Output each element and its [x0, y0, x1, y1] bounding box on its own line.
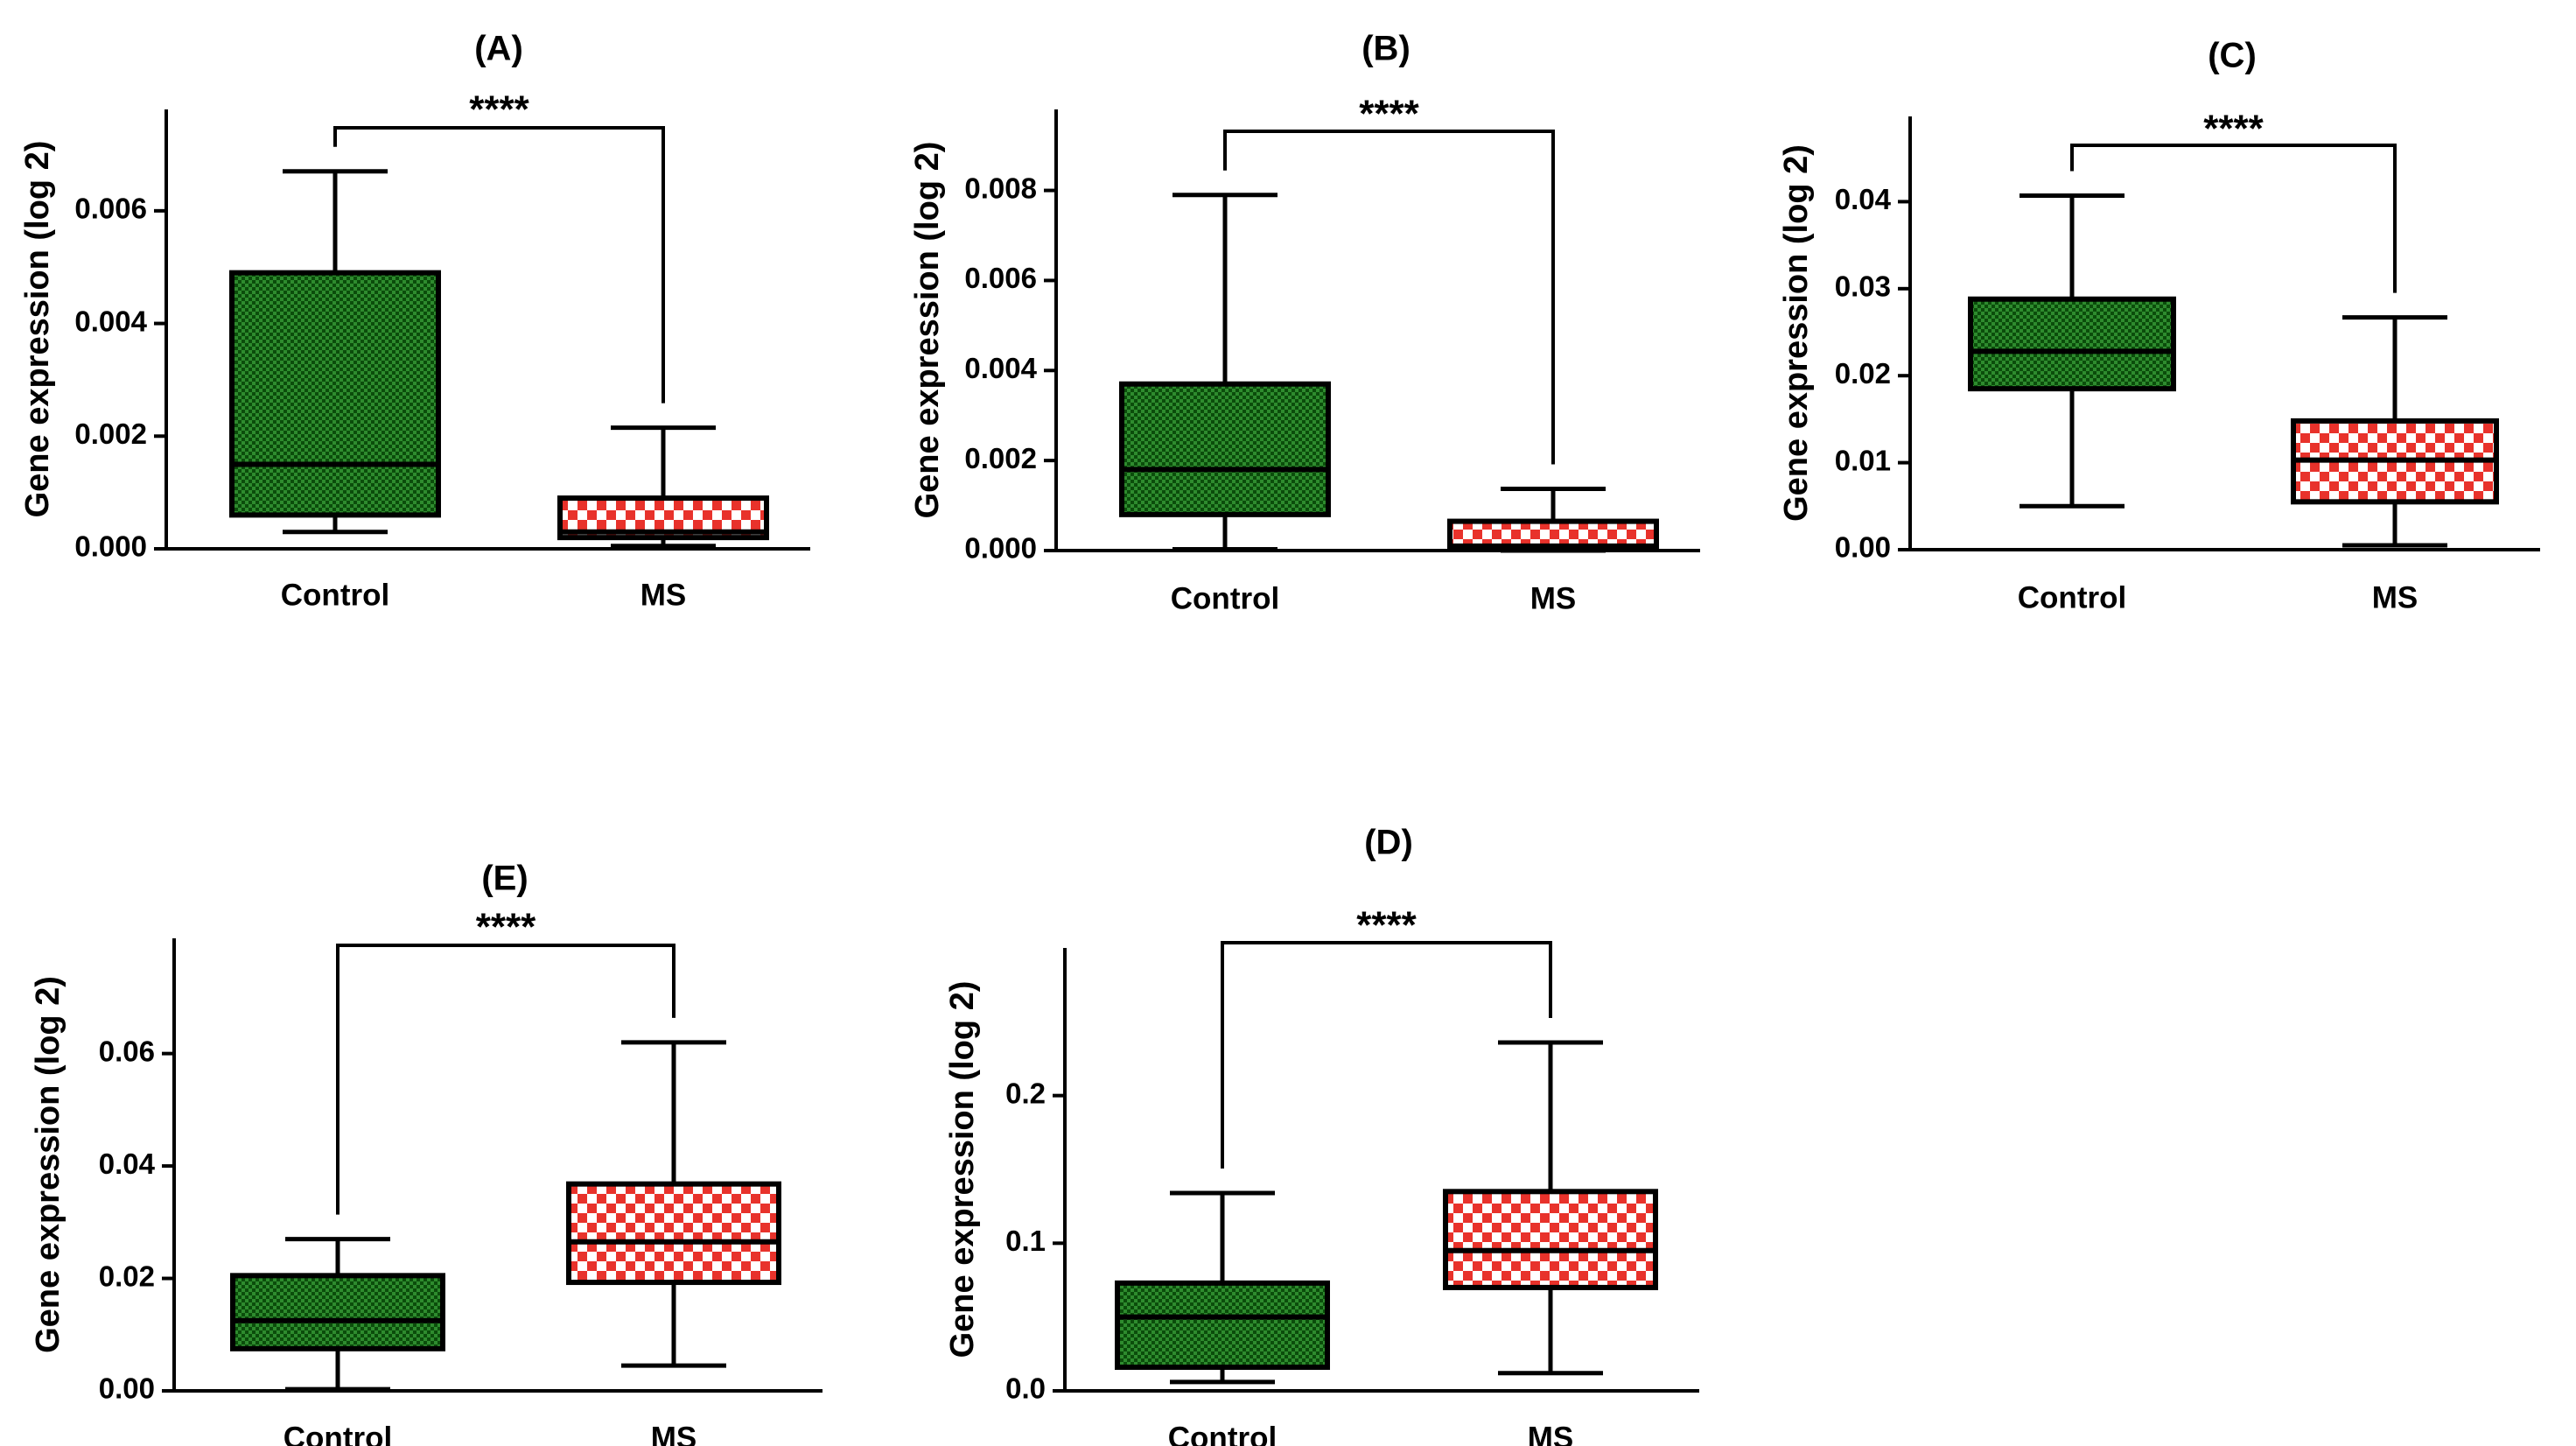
- y-tick-label: 0.02: [99, 1260, 155, 1292]
- x-tick-label-control: Control: [281, 578, 389, 612]
- y-tick-label: 0.00: [1835, 531, 1891, 564]
- y-axis-label: Gene expression (log 2): [19, 141, 56, 518]
- y-tick-label: 0.000: [964, 532, 1037, 565]
- box-ms: [557, 425, 769, 549]
- significance-bracket: [333, 126, 665, 404]
- panel-title: (B): [1362, 30, 1410, 68]
- iqr-box: [230, 1273, 445, 1351]
- x-tick-label-ms: MS: [1528, 1421, 1574, 1446]
- significance-bracket: [1221, 941, 1552, 1169]
- significance-bracket: [2070, 144, 2397, 293]
- iqr-box: [1443, 1189, 1658, 1290]
- y-axis-label: Gene expression (log 2): [30, 976, 66, 1353]
- y-tick-label: 0.02: [1835, 357, 1891, 390]
- y-tick-label: 0.04: [1835, 183, 1892, 215]
- y-tick-label: 0.004: [74, 305, 147, 337]
- y-tick-label: 0.1: [1005, 1225, 1046, 1257]
- significance-stars: ****: [1356, 904, 1417, 947]
- box-control: [1968, 193, 2176, 509]
- panel-d: (D) Gene expression (log 2) 0.0 0.1 0.2 Contr…: [944, 824, 1699, 1446]
- significance-stars: ****: [476, 906, 536, 949]
- box-control: [1119, 193, 1331, 551]
- iqr-box: [1115, 1280, 1330, 1371]
- x-tick-label-ms: MS: [1530, 581, 1577, 615]
- panel-b: (B) Gene expression (log 2) 0.000 0.002 0.00…: [909, 30, 1700, 615]
- panel-c: (C) Gene expression (log 2) 0.00 0.01 0.02 0.…: [1778, 37, 2540, 614]
- significance-stars: ****: [469, 88, 529, 131]
- iqr-box: [1968, 296, 2176, 392]
- y-tick-label: 0.006: [74, 193, 147, 225]
- box-ms: [1443, 1040, 1658, 1376]
- y-tick-label: 0.00: [99, 1372, 155, 1405]
- y-tick-label: 0.002: [74, 418, 147, 450]
- x-tick-label-control: Control: [1168, 1421, 1277, 1446]
- y-tick-label: 0.2: [1005, 1077, 1046, 1109]
- significance-bracket: [1223, 130, 1555, 465]
- significance-bracket: [336, 944, 676, 1215]
- box-control: [229, 169, 441, 535]
- x-tick-label-ms: MS: [640, 578, 687, 612]
- y-axis-label: Gene expression (log 2): [1778, 144, 1815, 522]
- significance-stars: ****: [1359, 93, 1419, 136]
- y-tick-label: 0.01: [1835, 444, 1891, 476]
- y-tick-label: 0.06: [99, 1035, 155, 1067]
- x-tick-label-control: Control: [1171, 581, 1279, 615]
- x-tick-label-control: Control: [284, 1421, 392, 1446]
- box-ms: [1447, 487, 1659, 553]
- y-tick-label: 0.000: [74, 530, 147, 563]
- panel-title: (A): [474, 30, 523, 68]
- box-control: [1115, 1190, 1330, 1385]
- panel-a: (A) Gene expression (log 2) 0.000 0.002 0.00…: [19, 30, 810, 612]
- y-tick-label: 0.004: [964, 352, 1037, 384]
- y-tick-label: 0.0: [1005, 1372, 1046, 1405]
- box-ms: [2291, 315, 2499, 548]
- iqr-box: [1119, 381, 1331, 517]
- y-axis-label: Gene expression (log 2): [909, 142, 946, 519]
- box-control: [230, 1237, 445, 1392]
- y-axis-label: Gene expression (log 2): [944, 981, 981, 1358]
- x-tick-label-control: Control: [2018, 580, 2126, 614]
- panel-title: (D): [1364, 824, 1413, 862]
- panel-title: (C): [2208, 37, 2257, 75]
- y-tick-label: 0.03: [1835, 270, 1891, 303]
- y-tick-label: 0.04: [99, 1148, 156, 1180]
- panel-e: (E) Gene expression (log 2) 0.00 0.02 0.04 0.…: [30, 860, 822, 1446]
- box-ms: [566, 1040, 781, 1368]
- panel-title: (E): [481, 860, 528, 898]
- y-tick-label: 0.006: [964, 262, 1037, 294]
- significance-stars: ****: [2203, 108, 2264, 151]
- y-tick-label: 0.002: [964, 442, 1037, 474]
- x-tick-label-ms: MS: [651, 1421, 697, 1446]
- iqr-box: [566, 1181, 781, 1286]
- x-tick-label-ms: MS: [2372, 580, 2418, 614]
- iqr-box: [229, 270, 441, 518]
- y-tick-label: 0.008: [964, 172, 1037, 204]
